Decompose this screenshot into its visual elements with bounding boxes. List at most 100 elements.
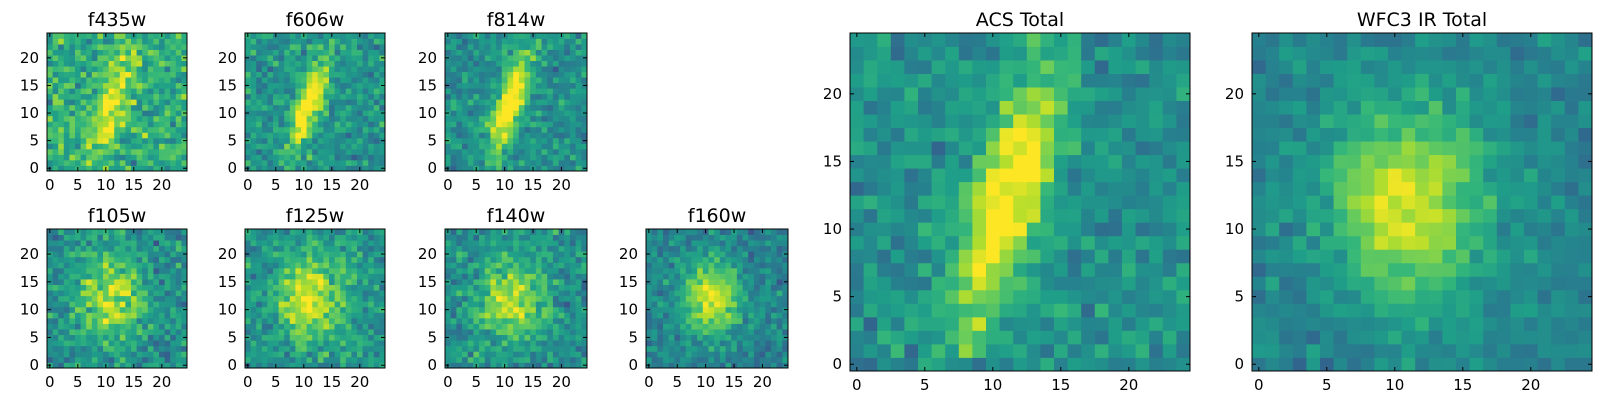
heatmap-cell [362, 55, 369, 61]
heatmap-cell [530, 256, 537, 263]
heatmap-cell [312, 284, 319, 291]
heatmap-cell [748, 279, 755, 285]
heatmap-cell [91, 55, 98, 61]
heatmap-cell [748, 301, 755, 308]
heatmap-cell [564, 295, 571, 302]
heatmap-cell [256, 143, 263, 150]
heatmap-cell [289, 356, 296, 363]
heatmap-cell [748, 290, 755, 297]
heatmap-cell [181, 312, 188, 319]
heatmap-cell [569, 345, 577, 352]
heatmap-cell [1040, 208, 1055, 223]
heatmap-cell [373, 88, 380, 95]
heatmap-cell [719, 351, 726, 358]
heatmap-cell [456, 44, 463, 50]
heatmap-cell [702, 267, 709, 274]
heatmap-cell [351, 229, 358, 235]
heatmap-cell [86, 351, 93, 358]
heatmap-cell [306, 295, 313, 302]
heatmap-cell [261, 110, 268, 117]
heatmap-cell [357, 137, 363, 144]
heatmap-cell [473, 44, 480, 50]
heatmap-cell [1135, 249, 1150, 264]
x-tick-label: 0 [243, 373, 253, 391]
heatmap-cell [564, 148, 571, 155]
heatmap-cell [702, 295, 709, 302]
heatmap-cell [295, 351, 302, 358]
heatmap-cell [289, 132, 296, 139]
heatmap-cell [362, 66, 369, 73]
heatmap-cell [507, 71, 514, 78]
heatmap-cell [646, 234, 653, 241]
heatmap-cell [680, 262, 687, 269]
heatmap-cell [479, 66, 486, 73]
heatmap-cell [782, 312, 789, 319]
heatmap-cell [301, 262, 307, 269]
heatmap-cell [651, 245, 658, 252]
heatmap-cell [164, 33, 171, 39]
heatmap-cell [119, 33, 126, 39]
heatmap-cell [479, 290, 486, 297]
heatmap-cell [467, 71, 474, 78]
heatmap-cell [323, 234, 330, 241]
heatmap-cell [368, 104, 375, 111]
heatmap-cell [153, 33, 160, 39]
heatmap-cell [329, 66, 335, 73]
heatmap-cell [114, 340, 121, 347]
heatmap-cell [52, 323, 59, 330]
heatmap-cell [513, 345, 520, 352]
heatmap-cell [501, 44, 508, 50]
heatmap-cell [164, 301, 171, 308]
heatmap-cell [776, 267, 783, 274]
heatmap-cell [97, 154, 104, 161]
y-tick-label: 20 [218, 245, 237, 263]
heatmap-cell [295, 88, 302, 95]
heatmap-cell [535, 290, 542, 297]
heatmap-cell [685, 279, 692, 285]
heatmap-cell [473, 121, 480, 128]
heatmap-cell [501, 306, 508, 313]
heatmap-cell [131, 154, 137, 161]
heatmap-cell [181, 256, 188, 263]
heatmap-cell [47, 93, 53, 100]
heatmap-cell [850, 222, 864, 237]
heatmap-cell [261, 279, 268, 285]
heatmap-cell [261, 301, 268, 308]
heatmap-cell [524, 284, 531, 291]
heatmap-cell [373, 154, 380, 161]
heatmap-cell [958, 303, 973, 318]
heatmap-cell [317, 93, 324, 100]
heatmap-cell [702, 306, 709, 313]
heatmap-cell [273, 121, 279, 128]
heatmap-cell [181, 154, 188, 161]
heatmap-cell [58, 345, 65, 352]
heatmap-cell [103, 251, 109, 258]
heatmap-cell [91, 284, 98, 291]
heatmap-cell [340, 104, 347, 111]
heatmap-cell [329, 290, 335, 297]
heatmap-cell [1135, 316, 1150, 331]
heatmap-cell [547, 137, 554, 144]
heatmap-cell [334, 60, 341, 67]
heatmap-cell [479, 77, 486, 84]
heatmap-cell [770, 229, 778, 235]
heatmap-cell [552, 256, 559, 263]
heatmap-cell [719, 356, 726, 363]
heatmap-cell [52, 273, 59, 280]
heatmap-cell [507, 159, 514, 166]
heatmap-cell [317, 44, 324, 50]
heatmap-cell [103, 312, 109, 319]
heatmap-cell [484, 77, 491, 84]
heatmap-cell [97, 33, 104, 39]
heatmap-cell [479, 284, 486, 291]
heatmap-cell [547, 77, 554, 84]
heatmap-cell [108, 38, 115, 45]
heatmap-cell [518, 329, 525, 336]
heatmap-cell [357, 132, 363, 139]
heatmap-cell [159, 334, 165, 341]
x-tick-label: 10 [495, 373, 514, 391]
heatmap-cell [175, 154, 182, 161]
heatmap-cell [450, 284, 457, 291]
heatmap-cell [535, 132, 542, 139]
heatmap-cell [1122, 289, 1136, 304]
